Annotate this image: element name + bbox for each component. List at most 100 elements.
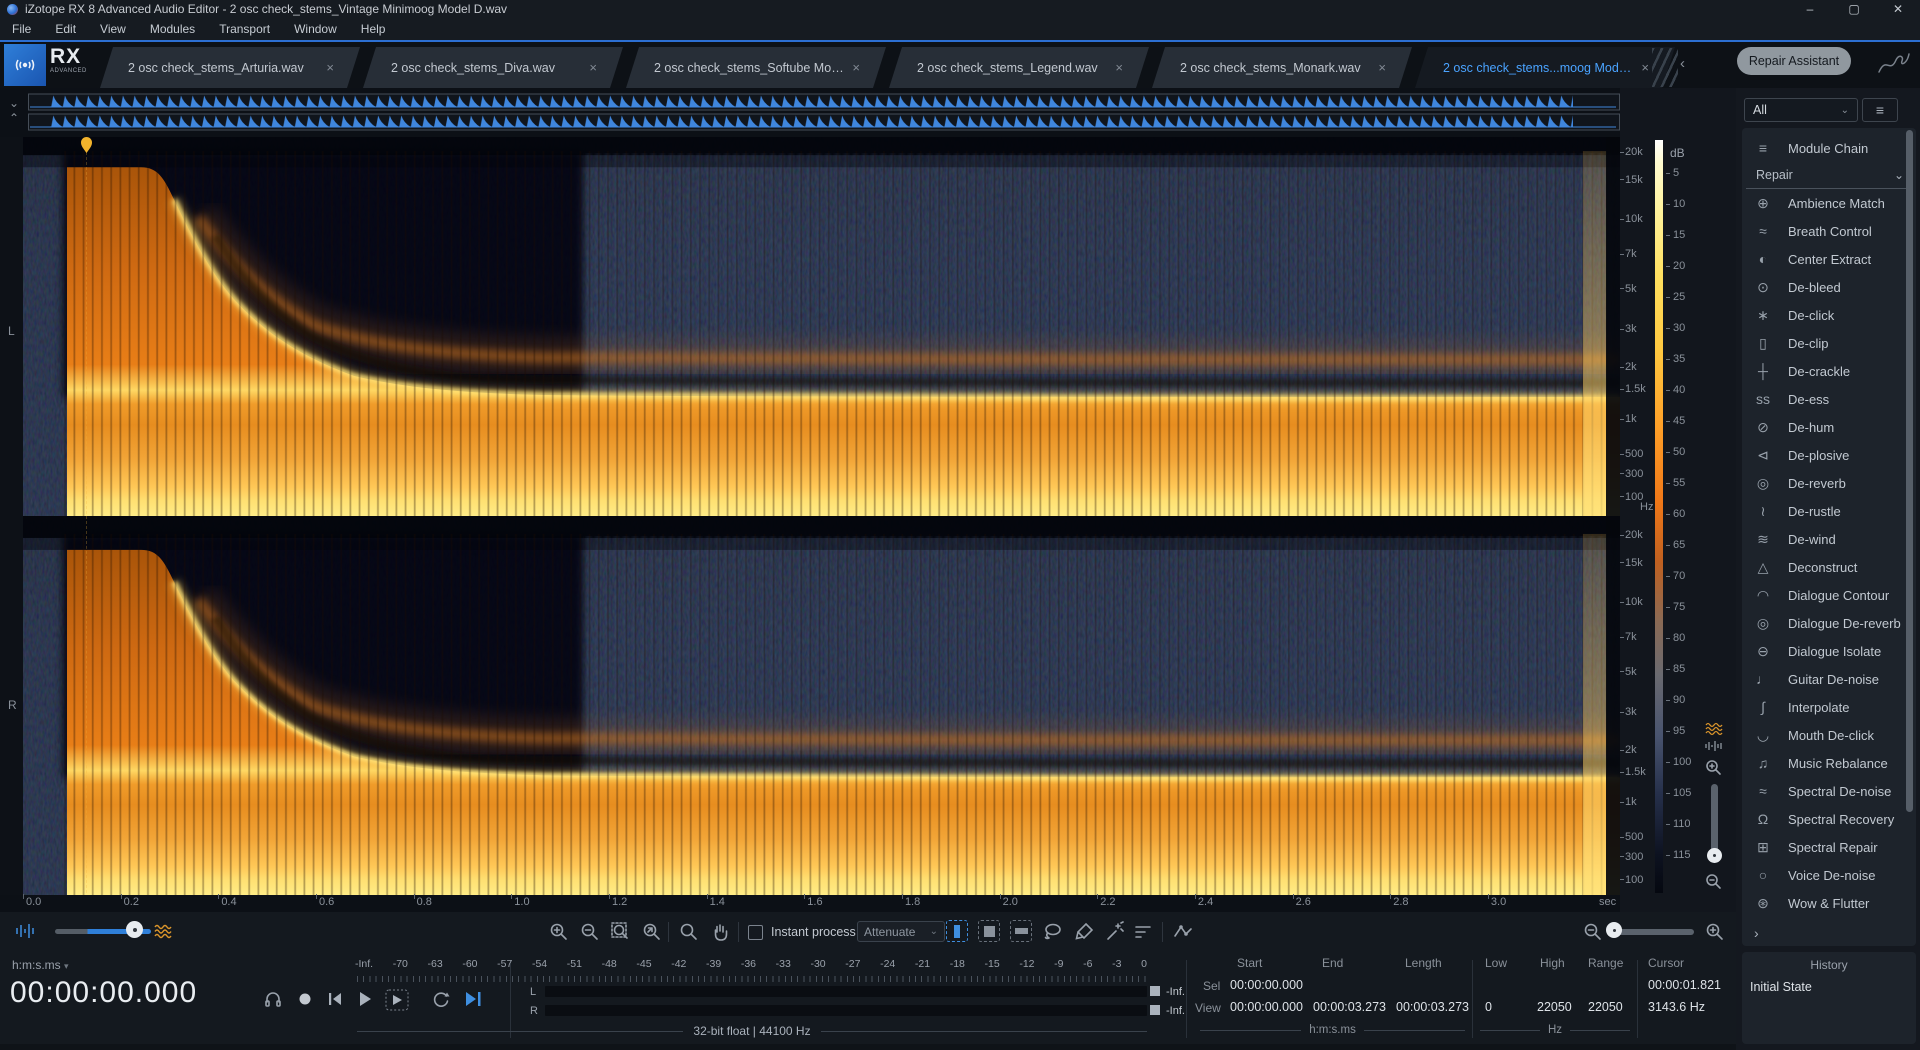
module-item[interactable]: ⊛ Wow & Flutter bbox=[1742, 889, 1916, 917]
zoom-in-vertical-icon[interactable] bbox=[1704, 758, 1724, 778]
module-item[interactable]: Ω Spectral Recovery bbox=[1742, 805, 1916, 833]
hand-pan-tool-icon[interactable] bbox=[710, 921, 732, 943]
close-button[interactable]: ✕ bbox=[1892, 2, 1904, 16]
module-item[interactable]: ⊙ De-bleed bbox=[1742, 273, 1916, 301]
play-from-cursor-button[interactable] bbox=[462, 988, 486, 1010]
waveform-overview[interactable] bbox=[28, 93, 1620, 134]
module-item[interactable]: ┼ De-crackle bbox=[1742, 357, 1916, 385]
menu-item[interactable]: Transport bbox=[219, 22, 271, 36]
blend-slider[interactable] bbox=[55, 929, 151, 934]
play-button[interactable] bbox=[354, 988, 376, 1010]
loop-button[interactable] bbox=[430, 988, 452, 1010]
attenuate-dropdown[interactable]: Attenuate ⌄ bbox=[857, 921, 945, 942]
zoom-reset-icon[interactable] bbox=[641, 921, 663, 943]
module-chain-item[interactable]: ≡ Module Chain bbox=[1742, 128, 1916, 162]
maximize-button[interactable]: ▢ bbox=[1848, 2, 1860, 16]
view-length-value[interactable]: 00:00:03.273 bbox=[1396, 1000, 1469, 1014]
minimize-button[interactable]: – bbox=[1806, 2, 1814, 16]
document-tab[interactable]: 2 osc check_stems_Diva.wav × bbox=[363, 47, 623, 88]
view-end-value[interactable]: 00:00:03.273 bbox=[1313, 1000, 1386, 1014]
blend-slider-knob[interactable] bbox=[126, 921, 143, 938]
module-menu-button[interactable]: ≡ bbox=[1862, 98, 1898, 122]
play-selection-button[interactable] bbox=[384, 988, 410, 1012]
frequency-selection-tool[interactable] bbox=[1010, 920, 1032, 942]
vertical-zoom-slider[interactable] bbox=[1711, 784, 1718, 858]
module-item[interactable]: ♫ Music Rebalance bbox=[1742, 749, 1916, 777]
module-item[interactable]: △ Deconstruct bbox=[1742, 553, 1916, 581]
module-item[interactable]: ◠ Dialogue Contour bbox=[1742, 581, 1916, 609]
document-tab[interactable]: 2 osc check_stems_Monark.wav × bbox=[1152, 47, 1412, 88]
range-value[interactable]: 22050 bbox=[1588, 1000, 1623, 1014]
module-item[interactable]: ⊖ Dialogue Isolate bbox=[1742, 637, 1916, 665]
zoom-selection-icon[interactable] bbox=[610, 921, 632, 943]
module-filter-dropdown[interactable]: All ⌄ bbox=[1744, 98, 1858, 122]
category-dropdown-repair[interactable]: Repair ⌄ bbox=[1746, 162, 1912, 189]
spectrogram-left-channel[interactable] bbox=[23, 137, 1620, 516]
meter-left-clip-indicator[interactable] bbox=[1150, 986, 1160, 996]
module-item[interactable]: ♩ Guitar De-noise bbox=[1742, 665, 1916, 693]
horizontal-zoom-slider[interactable] bbox=[1608, 929, 1694, 935]
lasso-tool-icon[interactable] bbox=[1042, 921, 1064, 943]
module-item[interactable]: ⊞ Spectral Repair bbox=[1742, 833, 1916, 861]
instant-process-checkbox[interactable] bbox=[748, 925, 763, 940]
document-tab[interactable]: 2 osc check_stems_Legend.wav × bbox=[889, 47, 1149, 88]
tab-close-icon[interactable]: × bbox=[852, 60, 860, 75]
tab-close-icon[interactable]: × bbox=[326, 60, 334, 75]
spectrogram-view-icon[interactable] bbox=[1704, 722, 1724, 736]
time-frequency-selection-tool[interactable] bbox=[978, 920, 1000, 942]
module-item[interactable]: ◐ Center Extract bbox=[1742, 245, 1916, 273]
horizontal-zoom-out-icon[interactable] bbox=[1582, 921, 1604, 943]
module-item[interactable]: ≈ Breath Control bbox=[1742, 217, 1916, 245]
repair-assistant-button[interactable]: Repair Assistant bbox=[1737, 47, 1851, 75]
zoom-out-icon[interactable] bbox=[579, 921, 601, 943]
playhead-marker[interactable] bbox=[80, 137, 93, 154]
overview-collapse-control[interactable]: ⌄ ⌃ bbox=[8, 96, 20, 125]
module-item[interactable]: ◎ Dialogue De-reverb bbox=[1742, 609, 1916, 637]
module-item[interactable]: ⊲ De-plosive bbox=[1742, 441, 1916, 469]
module-item[interactable]: ≈ Spectral De-noise bbox=[1742, 777, 1916, 805]
view-start-value[interactable]: 00:00:00.000 bbox=[1230, 1000, 1303, 1014]
monitor-headphones-icon[interactable] bbox=[262, 988, 284, 1010]
menu-item[interactable]: Help bbox=[360, 22, 386, 36]
module-item[interactable]: ss De-ess bbox=[1742, 385, 1916, 413]
skip-to-start-button[interactable] bbox=[324, 988, 346, 1010]
tab-close-icon[interactable]: × bbox=[1115, 60, 1123, 75]
module-item[interactable]: ▯ De-clip bbox=[1742, 329, 1916, 357]
menu-item[interactable]: Modules bbox=[149, 22, 196, 36]
module-item[interactable]: ⊘ De-hum bbox=[1742, 413, 1916, 441]
horizontal-zoom-in-icon[interactable] bbox=[1704, 921, 1726, 943]
zoom-out-vertical-icon[interactable] bbox=[1704, 872, 1724, 892]
module-item[interactable]: ○ Voice De-noise bbox=[1742, 861, 1916, 889]
document-tab[interactable]: 2 osc check_stems_Arturia.wav × bbox=[100, 47, 360, 88]
vertical-zoom-knob[interactable] bbox=[1707, 848, 1722, 863]
sample-edit-tool-icon[interactable] bbox=[1172, 921, 1194, 943]
expand-modules-icon[interactable]: › bbox=[1754, 925, 1759, 941]
brush-tool-icon[interactable] bbox=[1074, 921, 1096, 943]
module-item[interactable]: ◡ Mouth De-click bbox=[1742, 721, 1916, 749]
tab-scroll-left-icon[interactable]: ‹ bbox=[1680, 55, 1685, 72]
record-button[interactable] bbox=[294, 988, 316, 1010]
horizontal-zoom-knob[interactable] bbox=[1606, 922, 1622, 938]
menu-item[interactable]: Window bbox=[294, 22, 337, 36]
spectrogram-right-channel[interactable] bbox=[23, 520, 1620, 895]
magic-wand-tool-icon[interactable] bbox=[1104, 921, 1126, 943]
menu-item[interactable]: File bbox=[12, 22, 32, 36]
time-format-selector[interactable]: h:m:s.ms ▾ bbox=[12, 958, 69, 972]
time-selection-tool[interactable] bbox=[946, 920, 968, 942]
sel-start-value[interactable]: 00:00:00.000 bbox=[1230, 978, 1303, 992]
magnify-tool-icon[interactable] bbox=[678, 921, 700, 943]
document-tab[interactable]: 2 osc check_stems...moog Model D.wav × bbox=[1415, 47, 1675, 88]
module-item[interactable]: ≀ De-rustle bbox=[1742, 497, 1916, 525]
adjust-levels-tool-icon[interactable] bbox=[1132, 921, 1154, 943]
module-item[interactable]: ◎ De-reverb bbox=[1742, 469, 1916, 497]
modules-scrollbar[interactable] bbox=[1906, 130, 1913, 812]
low-value[interactable]: 0 bbox=[1485, 1000, 1492, 1014]
module-item[interactable]: ⊕ Ambience Match bbox=[1742, 189, 1916, 217]
menu-item[interactable]: Edit bbox=[55, 22, 77, 36]
tab-close-icon[interactable]: × bbox=[589, 60, 597, 75]
module-item[interactable]: ∗ De-click bbox=[1742, 301, 1916, 329]
meter-right-clip-indicator[interactable] bbox=[1150, 1005, 1160, 1015]
zoom-in-icon[interactable] bbox=[548, 921, 570, 943]
module-item[interactable]: ≋ De-wind bbox=[1742, 525, 1916, 553]
module-item[interactable]: ∫ Interpolate bbox=[1742, 693, 1916, 721]
